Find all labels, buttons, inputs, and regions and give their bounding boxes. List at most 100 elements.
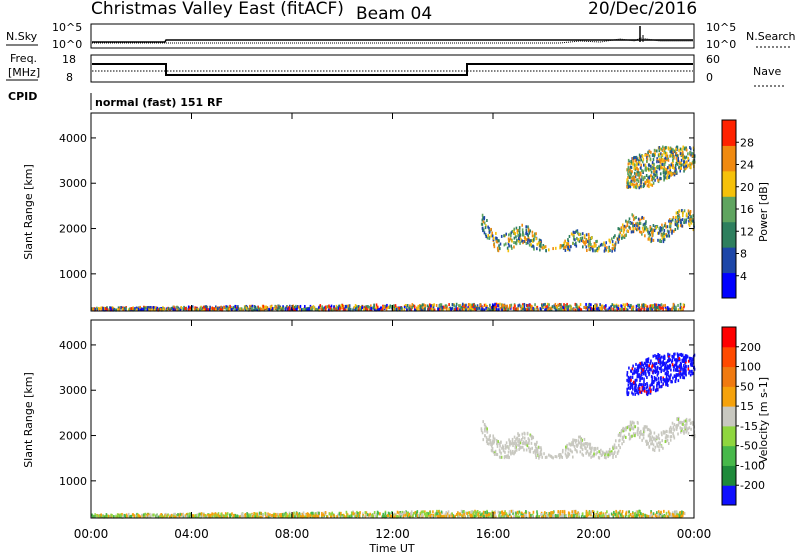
power-range-cell — [678, 160, 680, 164]
velocity-range-cell — [681, 514, 684, 518]
velocity-range-cell — [544, 455, 547, 459]
power-range-cell — [650, 183, 652, 187]
velocity-range-cell — [632, 427, 635, 431]
power-range-cell — [660, 152, 662, 156]
power-range-cell — [637, 217, 640, 221]
velocity-range-cell — [369, 512, 371, 516]
power-range-cell — [357, 305, 360, 309]
plot-title: Christmas Valley East (fitACF) — [91, 0, 344, 19]
velocity-range-cell — [638, 513, 641, 517]
power-range-cell — [543, 305, 545, 309]
power-range-cell — [642, 169, 644, 173]
velocity-range-cell — [665, 514, 667, 518]
velocity-range-cell — [644, 372, 647, 376]
power-range-cell — [626, 308, 629, 312]
velocity-range-cell — [671, 380, 673, 384]
power-range-cell — [516, 238, 518, 242]
velocity-range-cell — [657, 376, 660, 380]
velocity-range-cell — [662, 430, 665, 434]
velocity-range-cell — [320, 515, 323, 519]
power-range-cell — [532, 238, 535, 242]
power-range-cell — [567, 242, 569, 246]
velocity-range-cell — [620, 512, 623, 516]
power-range-cell — [139, 305, 141, 309]
power-range-cell — [542, 305, 544, 309]
power-range-cell — [660, 155, 663, 159]
power-range-cell — [373, 304, 375, 308]
power-range-cell — [564, 245, 566, 249]
power-range-cell — [392, 304, 395, 308]
power-range-cell — [534, 234, 536, 238]
power-range-cell — [631, 213, 634, 217]
power-range-cell — [676, 224, 678, 228]
velocity-range-cell — [593, 454, 595, 458]
velocity-range-cell — [91, 513, 93, 517]
velocity-range-cell — [577, 439, 580, 443]
power-range-cell — [626, 302, 629, 306]
power-range-cell — [633, 223, 636, 227]
velocity-range-cell — [575, 443, 578, 447]
velocity-range-cell — [682, 422, 684, 426]
velocity-range-cell — [416, 514, 419, 518]
power-range-cell — [441, 306, 444, 310]
velocity-range-cell — [618, 439, 620, 443]
velocity-range-cell — [510, 515, 513, 519]
power-range-cell — [564, 248, 567, 252]
power-range-cell — [513, 227, 516, 231]
velocity-range-cell — [426, 514, 429, 518]
velocity-range-cell — [365, 513, 367, 517]
velocity-range-cell — [451, 512, 453, 516]
power-range-cell — [574, 243, 576, 247]
velocity-range-cell — [674, 363, 676, 367]
velocity-range-cell — [672, 513, 675, 517]
velocity-range-cell — [560, 454, 563, 458]
velocity-range-cell — [683, 358, 686, 362]
velocity-range-cell — [574, 448, 576, 452]
velocity-range-cell — [660, 380, 663, 384]
velocity-range-cell — [648, 428, 651, 432]
power-range-cell — [257, 305, 259, 309]
power-range-cell — [630, 303, 632, 307]
power-range-cell — [656, 306, 659, 310]
cpid-label: CPID — [8, 90, 37, 103]
velocity-range-cell — [586, 511, 588, 515]
velocity-range-cell — [244, 515, 247, 519]
power-range-cell — [491, 234, 494, 238]
power-range-cell — [611, 237, 613, 241]
velocity-range-cell — [665, 383, 667, 387]
velocity-range-cell — [646, 365, 649, 369]
power-range-cell — [442, 305, 445, 309]
power-range-cell — [566, 241, 568, 245]
power-range-cell — [647, 237, 650, 241]
power-range-cell — [651, 304, 653, 308]
power-colorbar-tick: 20 — [740, 181, 754, 194]
velocity-range-cell — [276, 513, 278, 517]
velocity-range-cell — [257, 515, 260, 519]
velocity-range-cell — [571, 512, 574, 516]
power-range-cell — [611, 239, 614, 243]
power-range-cell — [629, 221, 632, 225]
power-range-cell — [530, 304, 533, 308]
power-range-cell — [682, 211, 684, 215]
velocity-range-cell — [513, 442, 516, 446]
velocity-range-cell — [585, 451, 587, 455]
power-range-cell — [193, 307, 196, 311]
velocity-range-cell — [690, 370, 692, 374]
power-ytick-label: 2000 — [59, 223, 87, 236]
velocity-range-cell — [463, 515, 465, 519]
velocity-range-cell — [642, 363, 645, 367]
velocity-range-cell — [534, 452, 537, 456]
power-range-cell — [674, 149, 676, 153]
power-range-cell — [559, 244, 562, 248]
power-range-cell — [262, 304, 265, 308]
power-range-cell — [656, 224, 659, 228]
power-range-cell — [562, 243, 565, 247]
velocity-range-cell — [640, 373, 642, 377]
power-range-cell — [658, 149, 661, 153]
power-range-cell — [606, 246, 608, 250]
power-range-cell — [652, 164, 655, 168]
power-range-cell — [686, 165, 689, 169]
power-range-cell — [654, 173, 657, 177]
velocity-range-cell — [641, 376, 644, 380]
velocity-range-cell — [667, 379, 670, 383]
